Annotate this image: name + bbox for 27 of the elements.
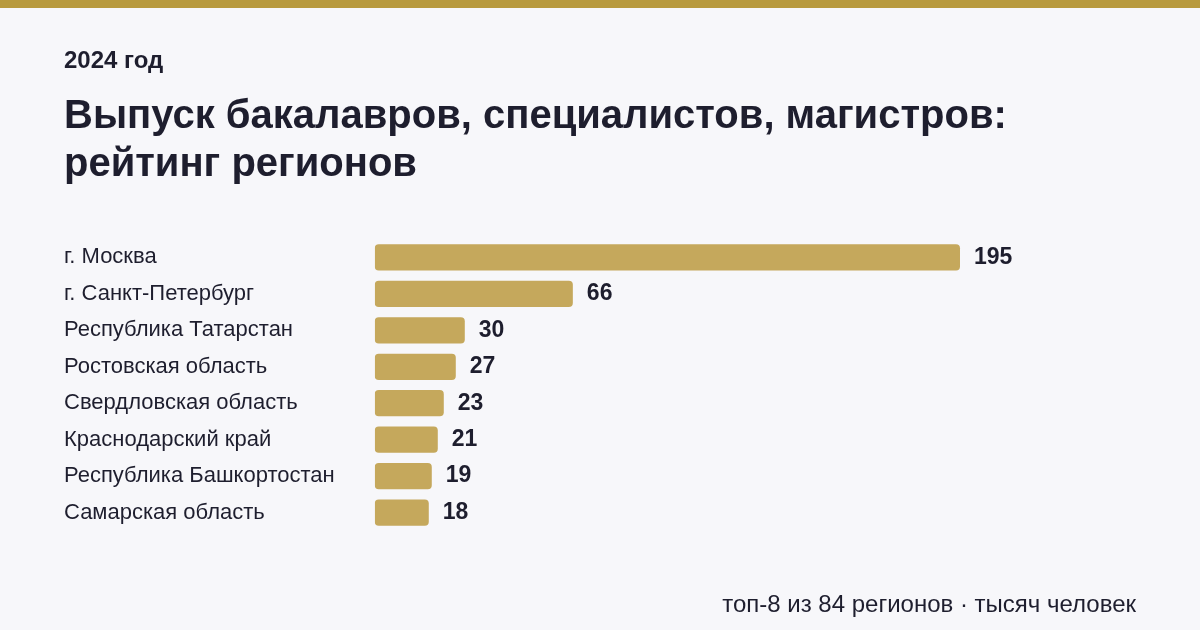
data-label: 195	[973, 242, 1013, 269]
y-tick-label: Краснодарский край	[64, 425, 272, 451]
chart-title: Выпуск бакалавров, специалистов, магистров: рейтинг регионов	[64, 91, 1008, 186]
data-label: 23	[457, 388, 484, 415]
data-label: 30	[478, 315, 505, 342]
y-tick-label: Республика Татарстан	[64, 316, 294, 342]
text: 2024 год	[64, 46, 164, 74]
bar	[374, 317, 465, 344]
bar	[374, 280, 573, 307]
bar	[374, 463, 432, 490]
bar	[374, 244, 960, 271]
y-tick-label: Свердловская область	[64, 389, 298, 415]
y-tick-label: г. Санкт-Петербург	[64, 279, 255, 305]
data-label: 18	[442, 497, 469, 524]
data-label: 66	[586, 279, 613, 306]
data-label: 19	[445, 461, 472, 488]
data-label: 27	[469, 352, 496, 379]
bar	[374, 353, 456, 380]
text: топ-8 из 84 регионов · тысяч человек	[722, 590, 1136, 618]
bar	[374, 499, 429, 526]
y-tick-label: г. Москва	[64, 243, 158, 269]
bar	[374, 390, 444, 417]
y-tick-label: Самарская область	[64, 498, 265, 524]
bar	[374, 426, 438, 453]
data-label: 21	[451, 425, 478, 452]
y-tick-label: Ростовская область	[64, 352, 268, 378]
y-tick-label: Республика Башкортостан	[64, 462, 335, 488]
